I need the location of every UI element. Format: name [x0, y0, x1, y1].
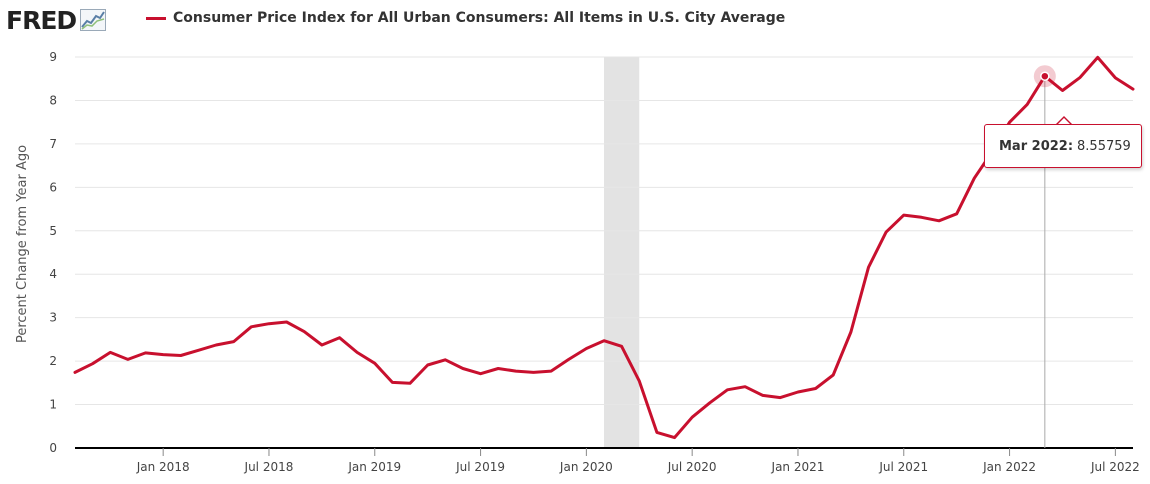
legend-series-title: Consumer Price Index for All Urban Consu…	[173, 10, 786, 26]
y-tick-label: 6	[49, 180, 57, 194]
y-tick-label: 2	[49, 354, 57, 368]
x-tick-label: Jan 2021	[771, 460, 825, 474]
x-tick-label: Jul 2021	[878, 460, 928, 474]
legend-swatch	[146, 16, 166, 20]
x-tick-label: Jul 2018	[244, 460, 294, 474]
x-tick-label: Jan 2022	[982, 460, 1036, 474]
y-tick-label: 9	[49, 50, 57, 64]
tooltip-value: 8.55759	[1077, 138, 1131, 154]
data-tooltip: Mar 2022: 8.55759	[984, 124, 1142, 168]
tooltip-arrow-fill	[1057, 118, 1071, 125]
fred-graph-icon	[80, 9, 107, 31]
y-axis-title: Percent Change from Year Ago	[15, 145, 30, 343]
x-tick-label: Jan 2020	[559, 460, 613, 474]
tooltip-date: Mar 2022:	[999, 138, 1074, 154]
chart-header: FRED Consumer Price Index for All Urban …	[0, 0, 1150, 40]
recession-band	[604, 57, 640, 448]
y-tick-label: 7	[49, 137, 57, 151]
x-tick-label: Jul 2019	[455, 460, 505, 474]
x-tick-label: Jul 2020	[667, 460, 717, 474]
recession-band-layer	[604, 57, 640, 448]
series-line	[73, 55, 1135, 440]
y-tick-label: 3	[49, 311, 57, 325]
fred-logo[interactable]: FRED	[6, 5, 107, 35]
x-tick-label: Jan 2018	[136, 460, 190, 474]
y-tick-label: 0	[49, 441, 57, 455]
highlight-point	[1040, 71, 1050, 81]
x-tick-label: Jul 2022	[1090, 460, 1140, 474]
y-tick-label: 4	[49, 267, 57, 281]
axes: 0 1 2 3 4 5 6 7 8 9 Jan 2018 Jul 2018 Jan 2019 Jul 20…	[49, 50, 1139, 474]
y-tick-label: 8	[49, 93, 57, 107]
gridlines	[75, 56, 1133, 406]
y-tick-label: 5	[49, 224, 57, 238]
highlight-layer	[1033, 65, 1056, 448]
chart-legend: Consumer Price Index for All Urban Consu…	[146, 10, 785, 26]
x-tick-label: Jan 2019	[347, 460, 401, 474]
line-chart[interactable]: 0 1 2 3 4 5 6 7 8 9 Jan 2018 Jul 2018 Jan 2019 Jul 20…	[0, 40, 1150, 484]
series-layer	[73, 55, 1135, 440]
fred-logo-text: FRED	[6, 5, 77, 35]
y-tick-label: 1	[49, 398, 57, 412]
